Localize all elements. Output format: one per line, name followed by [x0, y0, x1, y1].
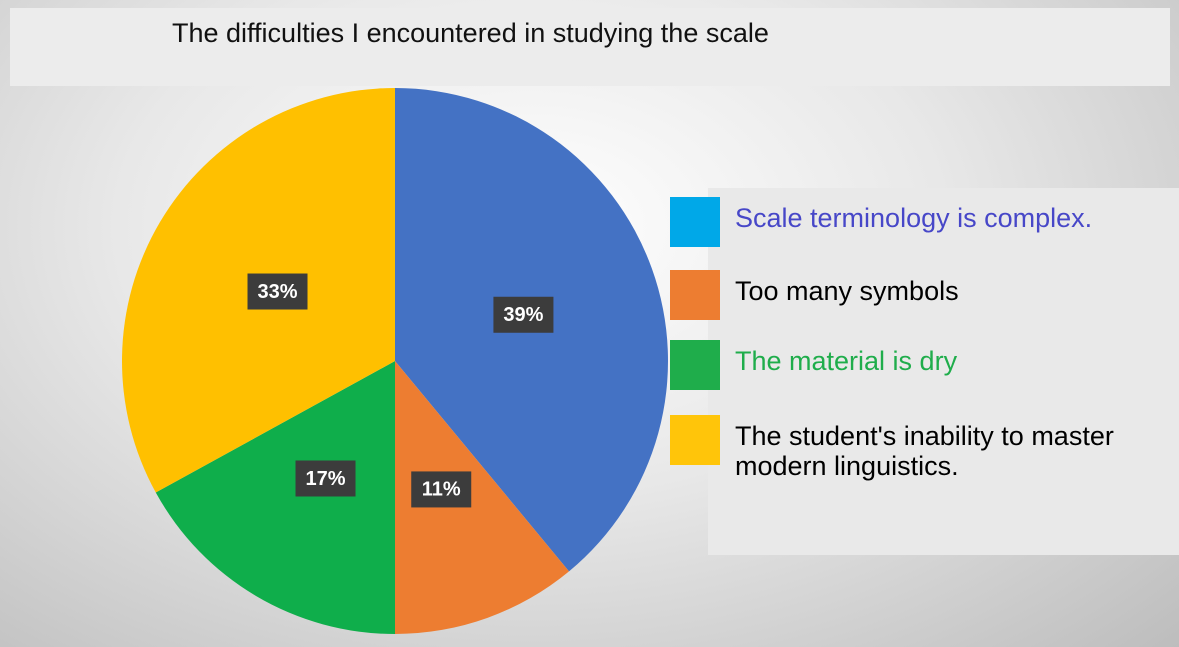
- data-label: 39%: [503, 304, 543, 326]
- legend-swatch: [670, 340, 720, 390]
- data-label: 11%: [422, 479, 461, 501]
- pie-slice: [155, 361, 395, 634]
- legend-swatch: [670, 415, 720, 465]
- legend-label: Too many symbols: [735, 276, 959, 306]
- legend-box: [708, 188, 1179, 555]
- legend-swatch: [670, 197, 720, 247]
- data-label: 33%: [257, 281, 297, 303]
- data-label-box: [247, 273, 308, 310]
- pie-slice: [395, 361, 570, 634]
- data-label-box: [493, 296, 554, 333]
- legend-swatch: [670, 270, 720, 320]
- legend-label: The student's inability to master modern…: [735, 421, 1114, 481]
- title-box: [10, 8, 1170, 86]
- data-label-box: [295, 460, 356, 497]
- data-label-box: [411, 471, 472, 508]
- data-label: 17%: [306, 468, 346, 490]
- legend-label: Scale terminology is complex.: [735, 203, 1093, 233]
- legend-label: The material is dry: [735, 346, 958, 376]
- chart-title: The difficulties I encountered in studyi…: [172, 18, 769, 48]
